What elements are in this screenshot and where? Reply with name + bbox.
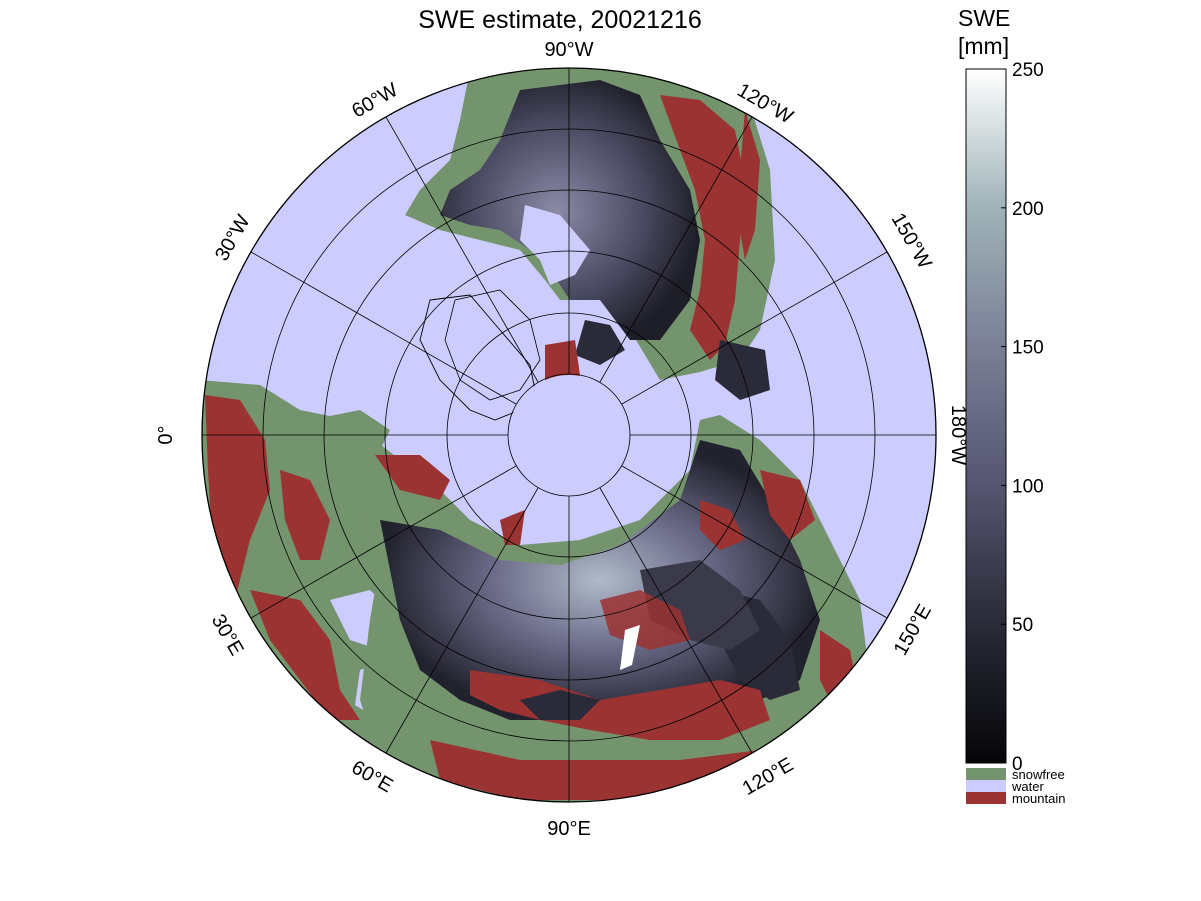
- colorbar-title-line2: [mm]: [958, 33, 1010, 59]
- lon-label-0: 0°: [155, 425, 177, 444]
- meridians: [202, 68, 936, 802]
- map-boundary: [201, 67, 937, 803]
- lon-label-90e: 90°E: [547, 818, 591, 840]
- chart-title: SWE estimate, 20021216: [418, 6, 702, 34]
- north-america: [405, 68, 775, 401]
- lon-label-60e: 60°E: [348, 756, 397, 797]
- lon-label-90w: 90°W: [544, 39, 593, 61]
- colorbar-title: SWE [mm]: [958, 4, 1010, 60]
- colorbar-title-line1: SWE: [958, 5, 1011, 31]
- eurasia: [360, 415, 870, 802]
- lon-label-180w: 180°W: [947, 405, 969, 465]
- lon-label-30e: 30°E: [207, 611, 248, 660]
- map-disk: [202, 68, 936, 802]
- lon-label-150e: 150°E: [890, 601, 936, 659]
- lon-label-120e: 120°E: [739, 754, 797, 800]
